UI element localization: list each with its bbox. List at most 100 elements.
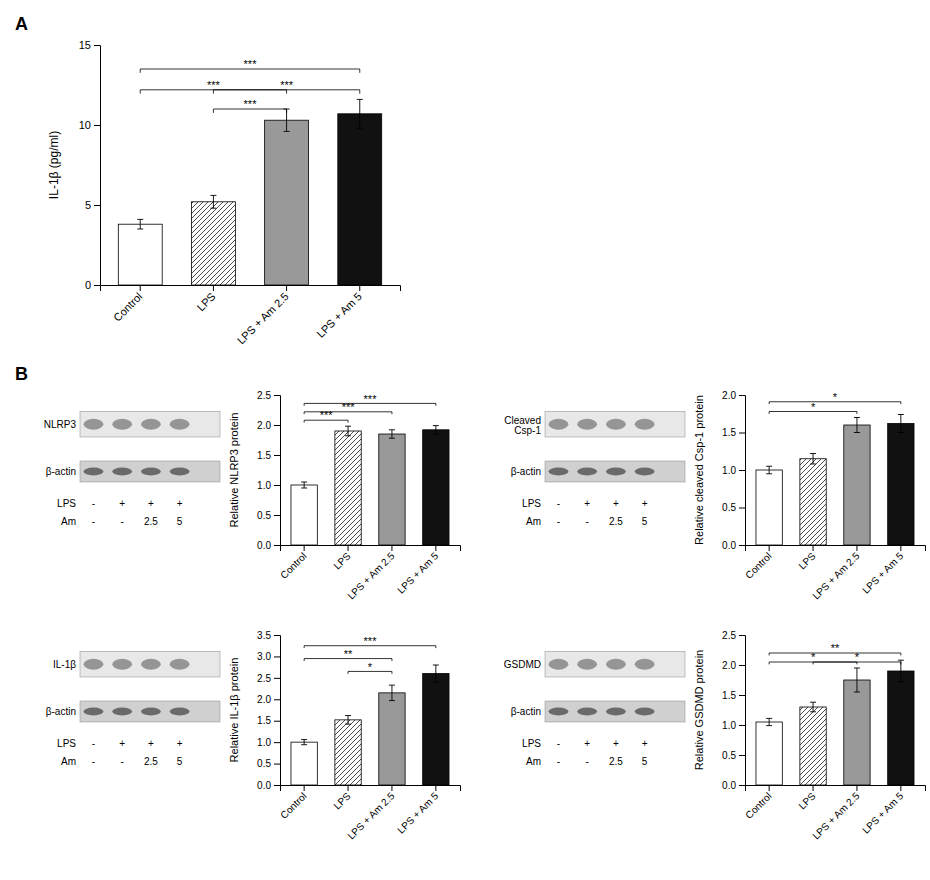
bar [844,680,870,785]
tick-label: 3.0 [257,651,271,662]
tick-mark [739,755,745,756]
tick-label: 1.5 [722,427,736,438]
error-bar [854,418,860,433]
x-tick: LPS + Am 5 [314,285,364,340]
panel: 0.00.51.01.52.0ControlLPSLPS + Am 2.5LPS… [504,390,925,602]
blot-band [141,468,161,476]
bar [423,674,449,785]
y-tick: 1.0 [722,465,745,476]
tick-label: 0.0 [722,540,736,551]
y-tick: 0.0 [257,540,280,551]
y-tick: 2.0 [257,694,280,705]
blot-band [549,659,569,670]
blot-label: β-actin [46,466,76,477]
bar [756,722,782,785]
tick-label: LPS [796,550,817,571]
bar [800,459,826,545]
x-tick: LPS + Am 2.5 [810,545,862,602]
western-blot: NLRP3β-actinLPS-+++Am--2.55 [44,412,220,527]
blot-band [112,708,132,716]
tick-label: Control [278,550,309,581]
y-tick: 5 [85,199,100,211]
blot-label: GSDMD [504,659,541,670]
blot-label: 5 [177,516,183,527]
tick-mark [274,455,280,456]
blot-label: - [92,738,95,749]
bar [888,671,914,785]
bar [844,425,870,545]
tick-mark [739,635,745,636]
blot-label: + [177,738,183,749]
blot-label: Csp-1 [514,425,541,436]
tick-mark [739,785,745,786]
y-tick: 0.0 [257,780,280,791]
tick-label: 15 [79,39,91,51]
tick-label: LPS [331,790,352,811]
blot-label: + [119,498,125,509]
blot-band [606,708,626,716]
y-tick: 0.5 [722,750,745,761]
blot-box [80,461,220,482]
y-tick: 2.5 [257,673,280,684]
x-tick: LPS + Am 5 [860,545,906,596]
bar [423,430,449,545]
blot-label: 5 [177,756,183,767]
blot-label: + [613,498,619,509]
tick-mark [435,785,436,791]
tick-label: 10 [79,119,91,131]
blot-label: + [642,738,648,749]
western-blot: GSDMDβ-actinLPS-+++Am--2.55 [504,652,685,767]
blot-label: Am [61,756,76,767]
y-axis: 0.00.51.01.52.02.5 [722,630,745,791]
error-bar [810,702,816,712]
tick-mark [739,433,745,434]
tick-label: 0.5 [257,510,271,521]
tick-mark [359,285,360,291]
tick-mark [739,725,745,726]
x-tick: LPS [331,785,352,811]
y-axis-label: IL-1β (pg/ml) [47,131,61,199]
tick-mark [140,285,141,291]
blot-band [635,659,655,670]
x-tick: Control [278,785,309,821]
blot-label: β-actin [511,706,541,717]
blot-band [549,468,569,476]
error-bar [137,219,143,229]
tick-mark [348,785,349,791]
western-blot: CleavedCsp-1β-actinLPS-+++Am--2.55 [504,412,685,527]
blot-band [606,659,626,670]
tick-label: 0.0 [722,780,736,791]
x-tick: Control [111,285,145,324]
tick-mark [391,545,392,551]
bar [338,114,382,285]
x-tick: LPS + Am 2.5 [235,285,291,346]
y-tick: 1.5 [257,450,280,461]
tick-mark [391,785,392,791]
tick-label: 0.5 [257,758,271,769]
x-tick: LPS [331,545,352,571]
y-tick: 2.5 [257,390,280,401]
blot-box [545,461,685,482]
x-axis: ControlLPSLPS + Am 2.5LPS + Am 5 [278,545,460,602]
error-bar [389,430,395,438]
blot-label: + [613,738,619,749]
y-tick: 0.0 [722,540,745,551]
blot-band [606,419,626,430]
x-tick: LPS + Am 2.5 [810,785,862,842]
blot-label: + [642,498,648,509]
tick-label: LPS [331,550,352,571]
tick-mark [274,764,280,765]
blot-box [545,412,685,438]
y-tick: 10 [79,119,100,131]
blot-band [635,419,655,430]
axis-line [746,786,926,792]
tick-mark [900,545,901,551]
tick-mark [94,205,100,206]
x-tick: LPS + Am 5 [395,545,441,596]
tick-mark [274,678,280,679]
significance-label: *** [207,79,221,91]
significance-label: * [368,661,373,673]
axis-line [274,396,281,546]
blot-band [170,708,190,716]
y-tick: 0.5 [257,510,280,521]
